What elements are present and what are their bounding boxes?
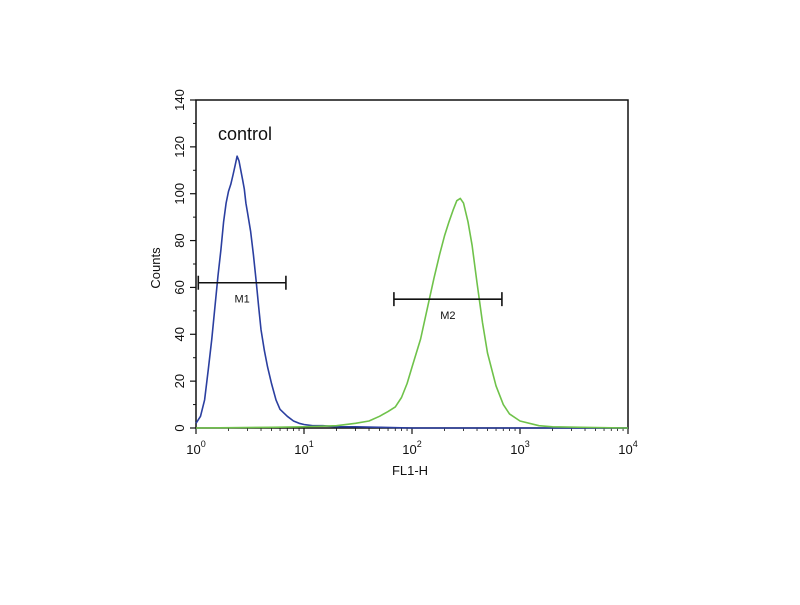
marker-layer: M1 M2 [197, 275, 503, 322]
x-tick-exponent: 0 [201, 439, 206, 449]
gate-label: M2 [440, 310, 455, 322]
y-tick-label: 0 [172, 424, 187, 431]
x-tick-exponent: 2 [417, 439, 422, 449]
y-tick-label: 100 [172, 183, 187, 205]
x-tick-label: 101 [294, 439, 313, 457]
y-tick-label: 60 [172, 280, 187, 294]
x-tick-base: 10 [294, 442, 308, 457]
y-axis-ticks: 0 20 40 60 80 100 120 140 [172, 89, 196, 432]
plot-frame [195, 99, 629, 429]
y-axis-label: Counts [148, 247, 163, 289]
x-tick-label: 102 [402, 439, 421, 457]
x-axis-label: FL1-H [392, 463, 428, 478]
series-layer [195, 155, 629, 429]
x-tick-exponent: 3 [525, 439, 530, 449]
y-tick-label: 80 [172, 233, 187, 247]
x-tick-exponent: 1 [309, 439, 314, 449]
histogram-series-2 [195, 197, 629, 429]
x-tick-label: 103 [510, 439, 529, 457]
y-tick-label: 140 [172, 89, 187, 111]
x-axis-ticks: 100 101 102 103 104 [186, 428, 638, 457]
y-tick-label: 120 [172, 136, 187, 158]
x-tick-exponent: 4 [633, 439, 638, 449]
chart-annotation: control [218, 124, 272, 144]
x-tick-label: 104 [618, 439, 637, 457]
x-tick-base: 10 [402, 442, 416, 457]
x-tick-base: 10 [618, 442, 632, 457]
x-tick-base: 10 [510, 442, 524, 457]
y-tick-label: 20 [172, 374, 187, 388]
y-tick-label: 40 [172, 327, 187, 341]
gate-label: M1 [234, 294, 249, 306]
histogram-series-1 [195, 155, 628, 429]
x-tick-label: 100 [186, 439, 205, 457]
x-tick-base: 10 [186, 442, 200, 457]
